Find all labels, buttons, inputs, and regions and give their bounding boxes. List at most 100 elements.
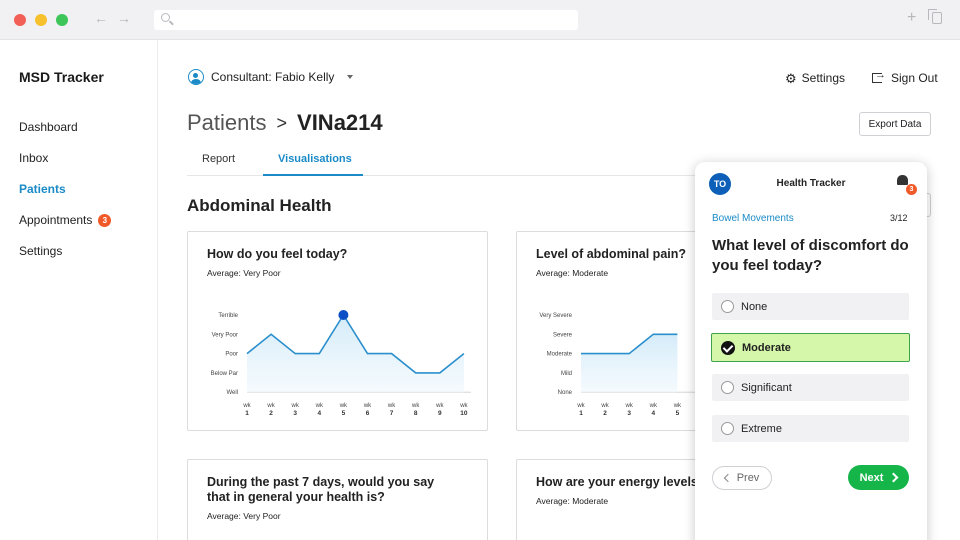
app-brand: MSD Tracker [19, 69, 104, 85]
sign-out-link[interactable]: Sign Out [872, 69, 938, 85]
address-bar[interactable] [154, 10, 578, 30]
y-tick-label: Severe [553, 332, 573, 338]
y-tick-label: Terrible [218, 313, 238, 319]
hidden-control-edge [925, 193, 931, 217]
series-area [581, 334, 678, 393]
sidebar-item-label: Appointments [19, 213, 93, 227]
appointments-badge: 3 [98, 213, 112, 227]
sidebar-item-label: Inbox [19, 151, 49, 165]
option-label: Moderate [742, 341, 791, 354]
x-tick-prefix: wk [576, 403, 585, 409]
sidebar-item-settings[interactable]: Settings [19, 244, 62, 258]
option-extreme[interactable]: Extreme [712, 415, 909, 442]
card-title: Level of abdominal pain? [536, 247, 687, 261]
sign-out-label: Sign Out [891, 71, 938, 85]
x-tick-label: 1 [245, 410, 249, 417]
sidebar-item-appointments[interactable]: Appointments 3 [19, 213, 112, 227]
tab-report[interactable]: Report [202, 153, 236, 165]
next-button[interactable]: Next [848, 465, 909, 490]
x-tick-prefix: wk [600, 403, 609, 409]
active-tab-indicator [263, 174, 363, 176]
series-area [247, 315, 464, 393]
sidebar: MSD Tracker Dashboard Inbox Patients App… [0, 40, 158, 540]
y-tick-label: None [558, 390, 573, 396]
tab-bar: Report Visualisations [187, 147, 717, 176]
card-average: Average: Very Poor [207, 268, 281, 278]
page-title: VINa214 [297, 110, 383, 135]
x-tick-prefix: wk [291, 403, 300, 409]
x-tick-prefix: wk [387, 403, 396, 409]
radio-icon [721, 422, 734, 435]
sidebar-item-inbox[interactable]: Inbox [19, 151, 48, 165]
sidebar-item-patients[interactable]: Patients [19, 182, 66, 196]
x-tick-prefix: wk [411, 403, 420, 409]
x-tick-label: 2 [269, 410, 273, 417]
highlight-point [338, 310, 349, 320]
x-tick-label: 6 [366, 410, 370, 417]
sidebar-item-label: Settings [19, 244, 63, 258]
x-tick-label: 2 [603, 410, 607, 417]
x-tick-label: 10 [460, 410, 468, 417]
x-tick-label: 3 [627, 410, 631, 417]
abdominal-pain-chart: Very SevereSevereModerateMildNonewk1wk2w… [539, 313, 697, 417]
breadcrumb-chevron-icon: > [276, 112, 288, 133]
x-tick-prefix: wk [625, 403, 634, 409]
forward-arrow-icon[interactable]: → [117, 10, 131, 26]
x-tick-label: 5 [342, 410, 346, 417]
series-line [246, 313, 465, 374]
y-tick-label: Mild [561, 371, 572, 377]
x-tick-label: 8 [414, 410, 418, 417]
radio-icon [721, 381, 734, 394]
chevron-right-icon [888, 472, 899, 483]
panel-title: Health Tracker [776, 178, 846, 189]
prev-button[interactable]: Prev [712, 466, 772, 490]
sidebar-item-dashboard[interactable]: Dashboard [19, 120, 78, 134]
x-tick-label: 4 [651, 410, 655, 417]
question-text: What level of discomfort do you feel tod… [712, 237, 909, 274]
settings-label: Settings [801, 71, 846, 85]
notification-badge: 3 [906, 184, 917, 195]
card-title: During the past 7 days, would you say th… [207, 475, 435, 504]
sidebar-item-label: Dashboard [19, 120, 78, 134]
x-tick-label: 4 [317, 410, 321, 417]
sign-out-icon [872, 69, 886, 83]
avatar[interactable]: TO [709, 173, 731, 195]
close-window-icon[interactable] [14, 14, 26, 26]
question-category: Bowel Movements [712, 213, 794, 224]
option-label: None [741, 300, 768, 313]
back-arrow-icon[interactable]: ← [94, 10, 108, 26]
minimize-window-icon[interactable] [35, 14, 47, 26]
bell-icon[interactable] [897, 175, 908, 186]
x-tick-prefix: wk [459, 403, 468, 409]
y-tick-label: Well [226, 390, 238, 396]
x-tick-label: 3 [293, 410, 297, 417]
radio-icon [721, 300, 734, 313]
x-tick-label: 5 [676, 410, 680, 417]
breadcrumb-patients[interactable]: Patients [187, 110, 267, 135]
browser-chrome: ← → + [0, 0, 960, 40]
card-average: Average: Moderate [536, 268, 609, 278]
y-tick-label: Very Severe [539, 313, 572, 319]
user-circle-icon [188, 69, 204, 85]
check-circle-icon [721, 340, 735, 355]
tab-visualisations[interactable]: Visualisations [278, 153, 352, 165]
consultant-selector[interactable]: Consultant: Fabio Kelly [188, 69, 354, 85]
x-tick-prefix: wk [266, 403, 275, 409]
option-significant[interactable]: Significant [712, 374, 909, 401]
x-tick-prefix: wk [435, 403, 444, 409]
option-none[interactable]: None [712, 293, 909, 320]
settings-link[interactable]: ⚙ Settings [785, 71, 845, 85]
x-tick-prefix: wk [649, 403, 658, 409]
new-tab-icon[interactable]: + [907, 9, 917, 26]
search-icon [161, 13, 170, 22]
chart-card-general-health: During the past 7 days, would you say th… [187, 459, 488, 540]
tabs-overview-icon[interactable] [928, 9, 942, 24]
consultant-name: Consultant: Fabio Kelly [211, 70, 335, 84]
export-data-button[interactable]: Export Data [859, 112, 931, 136]
series-line [581, 333, 678, 355]
y-tick-label: Very Poor [212, 332, 238, 338]
option-moderate[interactable]: Moderate [711, 333, 910, 362]
card-average: Average: Moderate [536, 496, 609, 506]
maximize-window-icon[interactable] [56, 14, 68, 26]
